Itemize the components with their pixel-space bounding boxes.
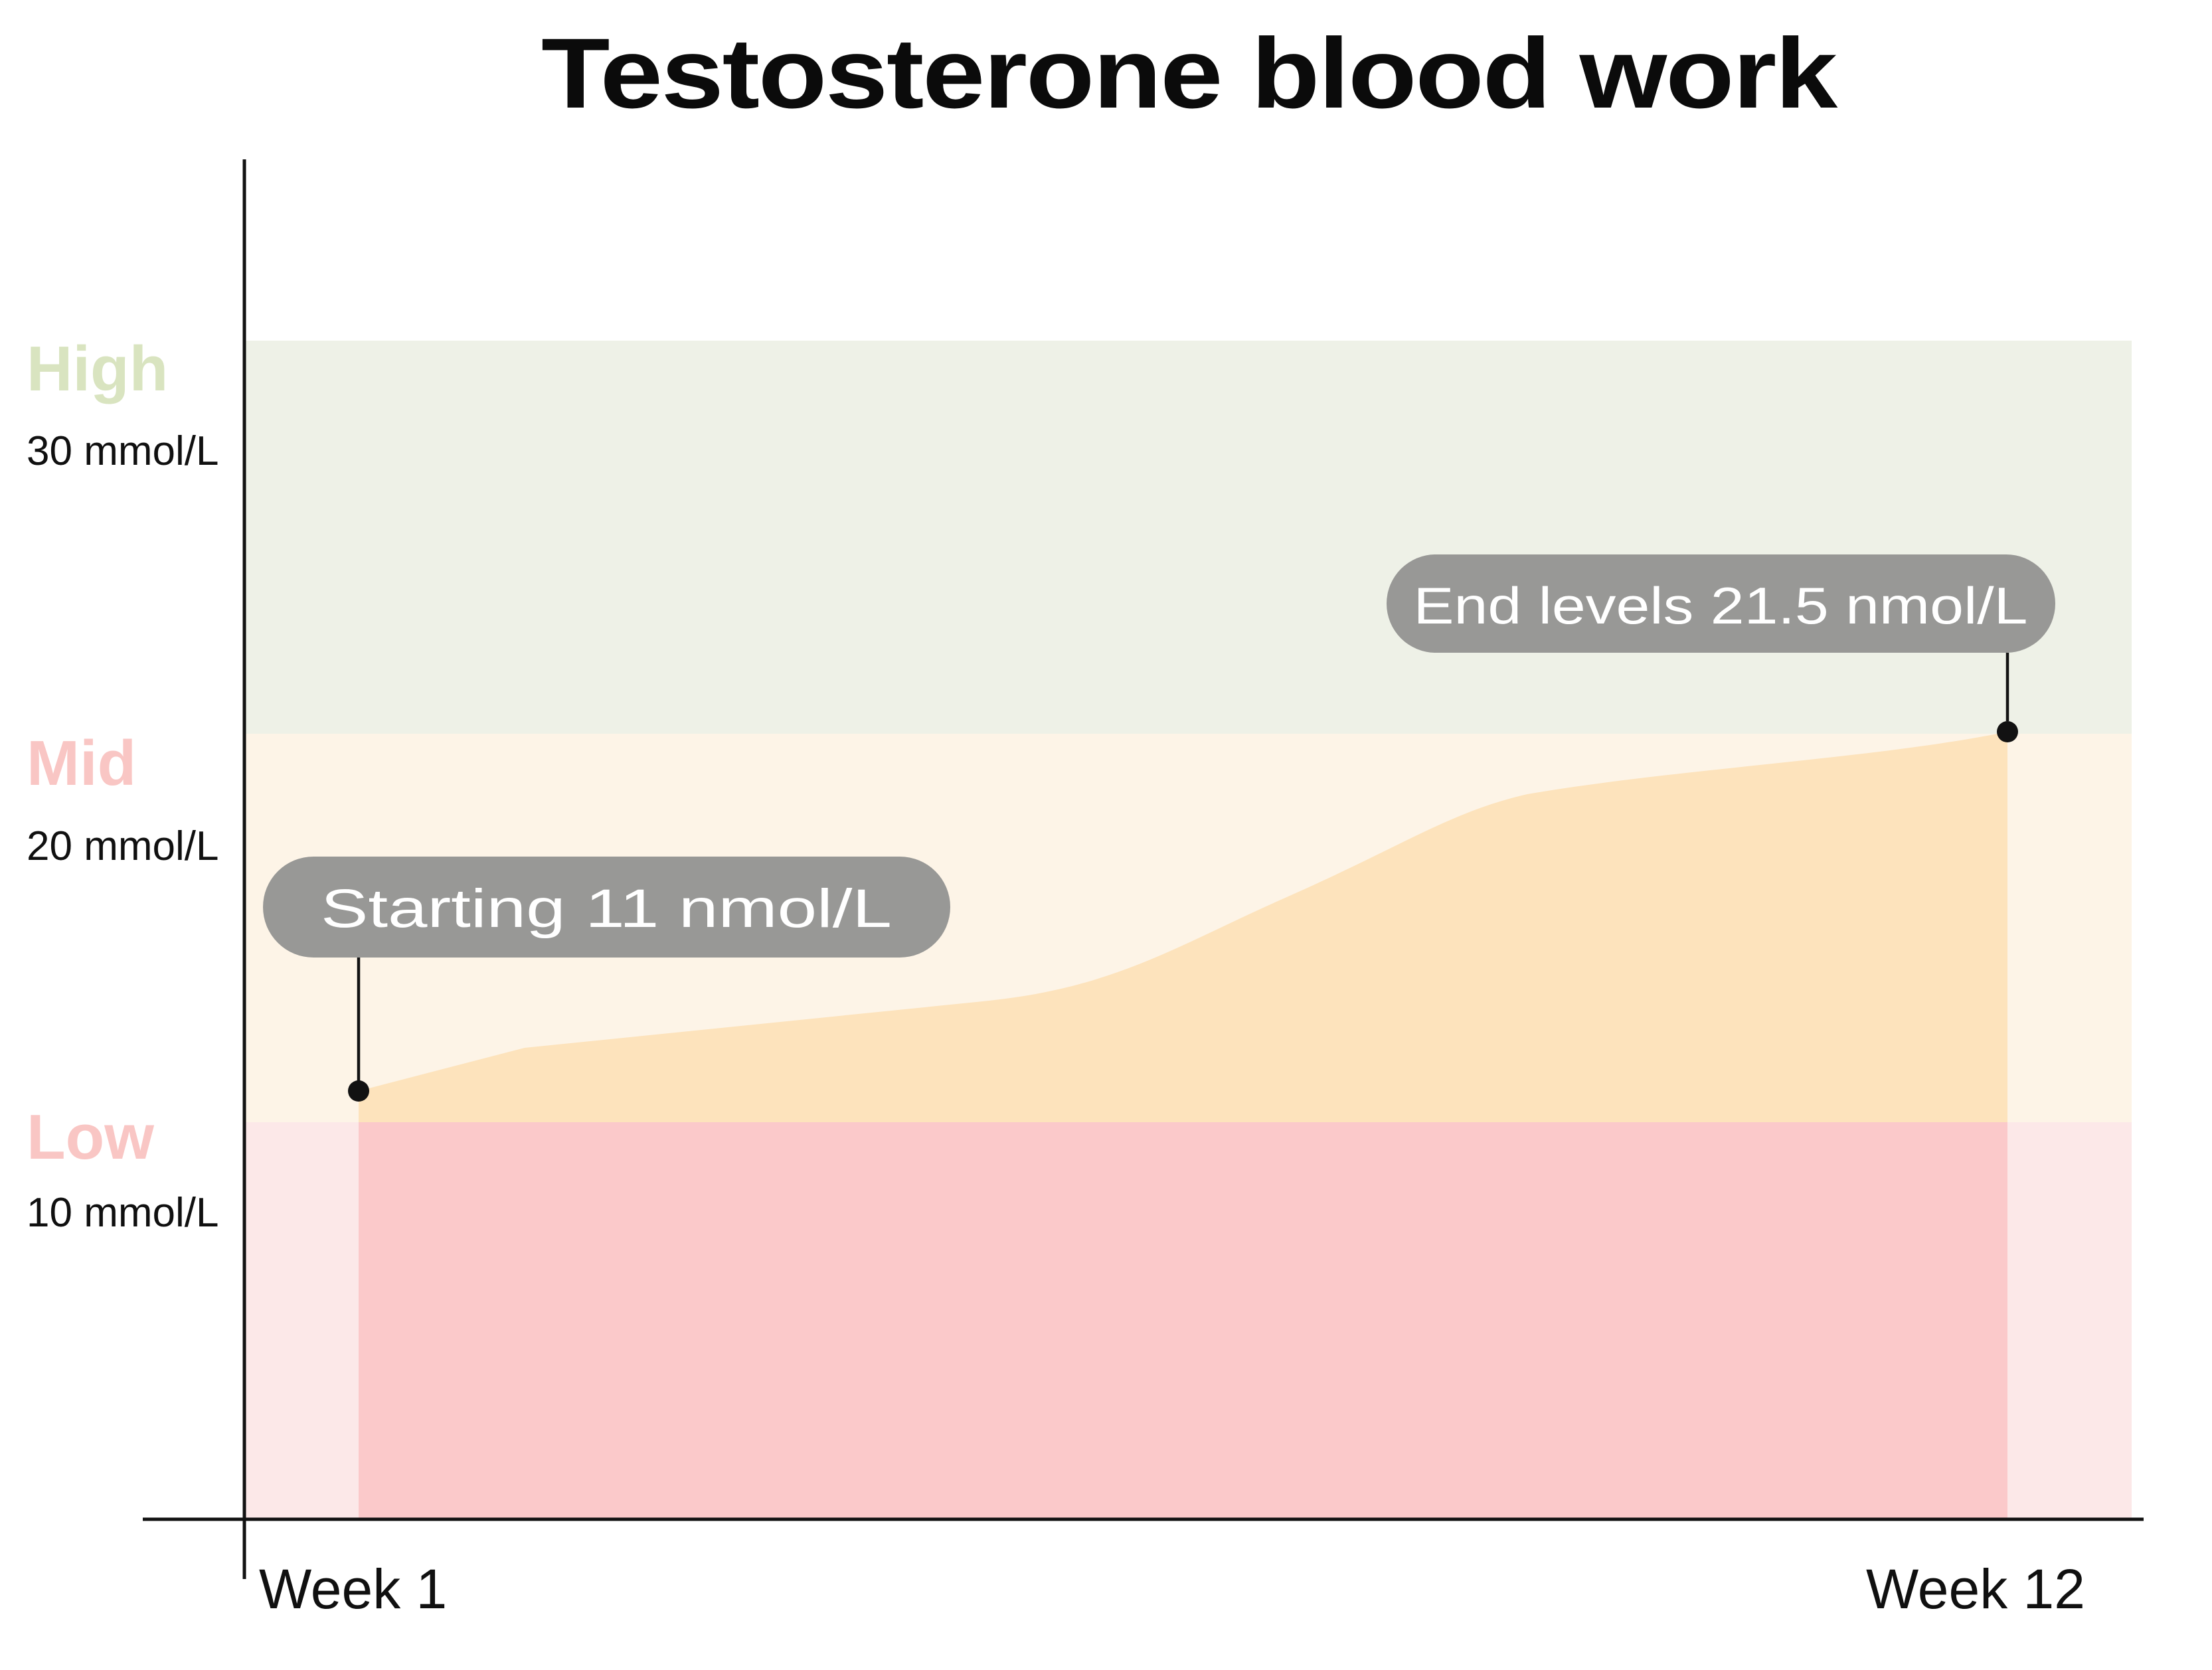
tick-label-20: 20 mmol/L	[27, 823, 218, 869]
area-fill-curve	[359, 732, 2007, 1122]
start-callout-label: Starting 11 nmol/L	[321, 878, 892, 939]
end-point-marker	[1997, 721, 2018, 742]
zone-label-mid: Mid	[27, 728, 136, 799]
start-callout-pill	[263, 857, 950, 958]
area-fill-low-band	[359, 1122, 2007, 1519]
start-point-marker	[348, 1080, 369, 1102]
chart-title: Testosterone blood work	[541, 17, 1838, 129]
tick-label-week12: Week 12	[1866, 1558, 2085, 1620]
zone-label-high: High	[27, 333, 168, 404]
end-callout-pill	[1387, 554, 2055, 653]
tick-label-30: 30 mmol/L	[27, 428, 218, 474]
band-high	[244, 341, 2132, 734]
zone-label-low: Low	[27, 1102, 154, 1173]
end-callout-label: End levels 21.5 nmol/L	[1414, 576, 2028, 635]
tick-label-week1: Week 1	[259, 1558, 447, 1620]
tick-label-10: 10 mmol/L	[27, 1190, 218, 1236]
